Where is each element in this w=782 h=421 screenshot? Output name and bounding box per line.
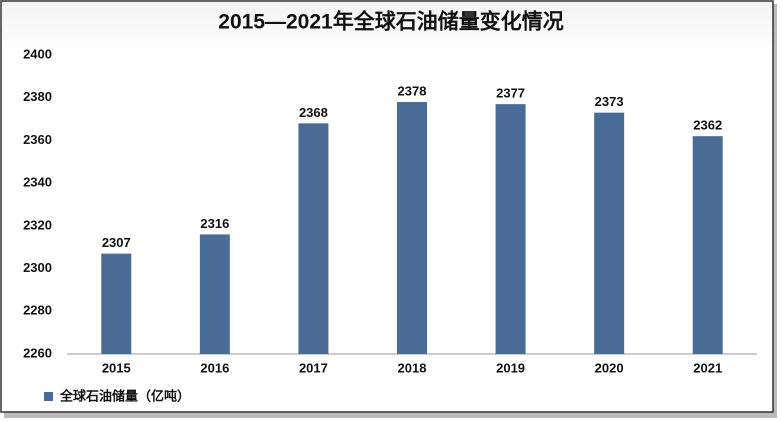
bar — [199, 234, 230, 354]
y-tick-label: 2260 — [23, 345, 52, 360]
data-label: 2373 — [595, 94, 624, 109]
y-tick-label: 2320 — [23, 217, 52, 232]
data-label: 2316 — [200, 216, 229, 231]
x-tick-label: 2020 — [595, 360, 624, 375]
x-tick-label: 2017 — [299, 360, 328, 375]
data-label: 2362 — [693, 118, 722, 133]
data-label: 2378 — [398, 83, 427, 98]
data-label: 2307 — [102, 235, 131, 250]
legend-swatch — [44, 392, 53, 401]
bar — [101, 253, 132, 354]
y-tick-label: 2380 — [23, 89, 52, 104]
x-tick-label: 2018 — [398, 360, 427, 375]
data-label: 2377 — [496, 86, 525, 101]
bar — [495, 104, 526, 354]
data-label: 2368 — [299, 105, 328, 120]
x-tick-label: 2016 — [200, 360, 229, 375]
y-tick-label: 2300 — [23, 260, 52, 275]
x-tick-label: 2021 — [693, 360, 722, 375]
bar — [397, 101, 427, 354]
y-tick-label: 2360 — [23, 132, 52, 147]
bar — [594, 112, 625, 355]
chart-title: 2015—2021年全球石油储量变化情况 — [218, 10, 563, 34]
x-tick-label: 2019 — [496, 360, 525, 375]
bar — [298, 123, 329, 354]
y-tick-label: 2280 — [23, 303, 52, 318]
y-tick-label: 2340 — [23, 175, 52, 190]
legend-label: 全球石油储量（亿吨） — [59, 388, 190, 403]
x-tick-label: 2015 — [102, 360, 131, 375]
y-tick-label: 2400 — [23, 46, 52, 61]
bar — [692, 136, 723, 354]
